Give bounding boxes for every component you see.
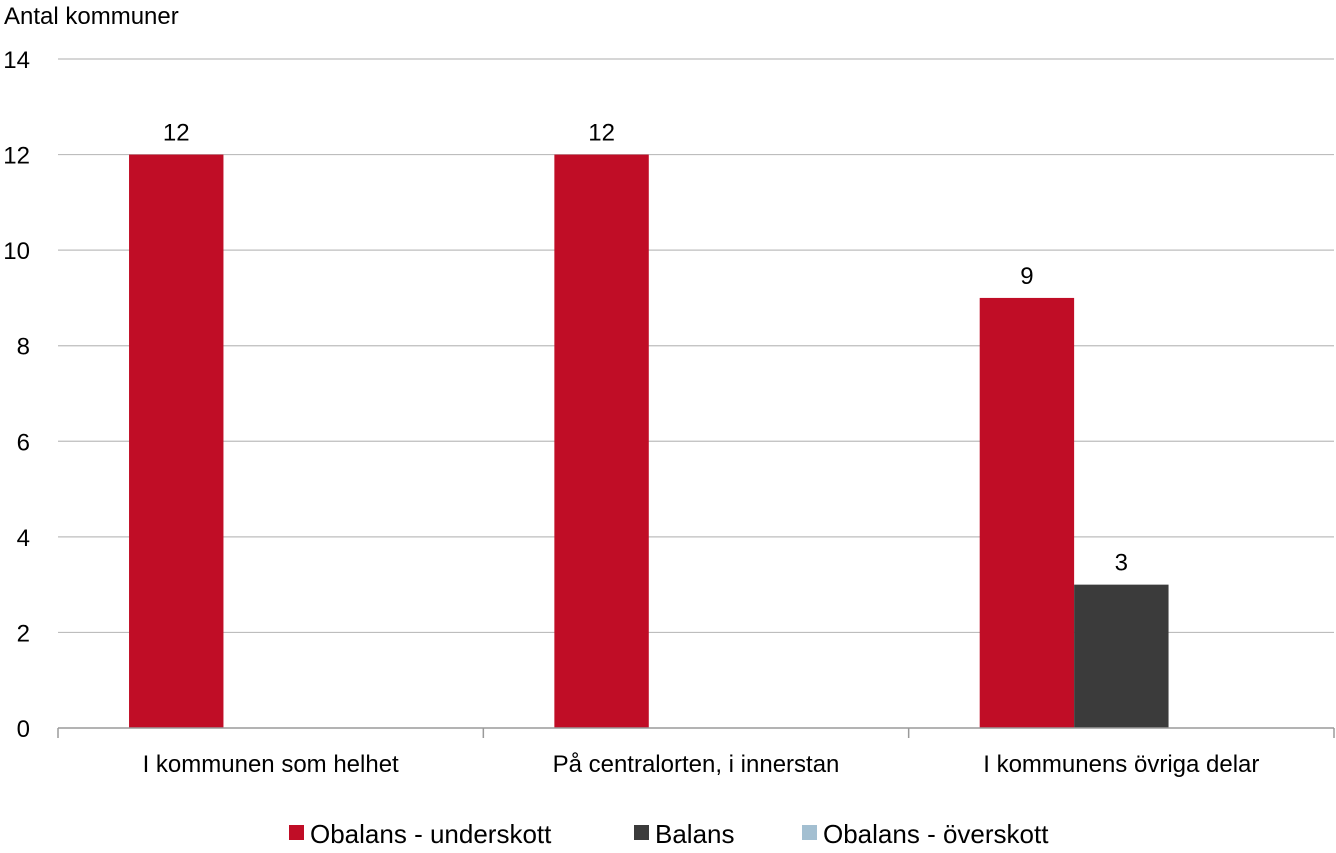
y-tick-label: 12 bbox=[3, 143, 30, 170]
legend-item: Balans bbox=[634, 819, 735, 849]
legend-item: Obalans - underskott bbox=[289, 819, 552, 849]
legend-label: Obalans - överskott bbox=[823, 819, 1049, 849]
legend-swatch bbox=[802, 825, 817, 840]
bar bbox=[979, 297, 1075, 728]
legend-label: Obalans - underskott bbox=[310, 819, 552, 849]
y-tick-label: 6 bbox=[17, 429, 30, 456]
y-tick-label: 2 bbox=[17, 620, 30, 647]
y-tick-label: 14 bbox=[3, 47, 30, 74]
y-tick-label: 0 bbox=[17, 716, 30, 743]
legend-label: Balans bbox=[655, 819, 735, 849]
x-tick-label: I kommunens övriga delar bbox=[983, 751, 1259, 778]
y-tick-label: 8 bbox=[17, 334, 30, 361]
bar bbox=[129, 154, 224, 729]
x-tick-label: I kommunen som helhet bbox=[143, 751, 399, 778]
y-tick-label: 4 bbox=[17, 525, 30, 552]
x-tick-label: På centralorten, i innerstan bbox=[553, 751, 840, 778]
data-label: 12 bbox=[588, 120, 615, 147]
data-label: 12 bbox=[163, 120, 190, 147]
legend-item: Obalans - överskott bbox=[802, 819, 1049, 849]
gridlines bbox=[58, 58, 1334, 634]
bar bbox=[554, 154, 649, 729]
legend-swatch bbox=[634, 825, 649, 840]
legend-swatch bbox=[289, 825, 304, 840]
bars bbox=[129, 154, 1169, 729]
y-axis-title: Antal kommuner bbox=[4, 3, 179, 30]
x-axis: I kommunen som helhet På centralorten, i … bbox=[57, 727, 1335, 778]
legend: Obalans - underskott Balans Obalans - över… bbox=[289, 819, 1049, 849]
data-label: 3 bbox=[1115, 550, 1128, 577]
bar bbox=[1074, 584, 1169, 728]
data-label: 9 bbox=[1020, 263, 1033, 290]
y-tick-label: 10 bbox=[3, 238, 30, 265]
y-axis-ticks: 0 2 4 6 8 10 12 14 bbox=[3, 47, 30, 743]
data-labels: 12 12 9 3 bbox=[163, 120, 1128, 577]
